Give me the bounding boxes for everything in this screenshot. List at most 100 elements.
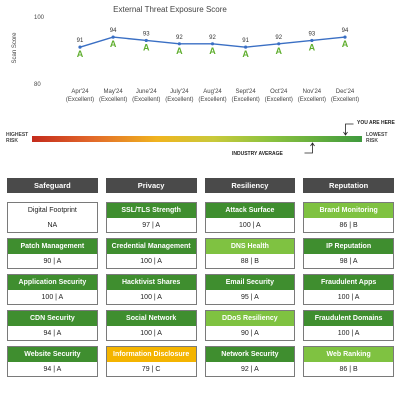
- industry-average-pointer-icon: [304, 142, 315, 154]
- risk-gradient-bar: [32, 136, 362, 142]
- y-tick-100: 100: [34, 15, 45, 21]
- x-tick-grade: (Excellent): [265, 97, 293, 103]
- highest-risk-word: RISK: [6, 138, 18, 144]
- metric-score: 100 | A: [304, 290, 393, 304]
- x-tick-label: Dec'24: [336, 89, 355, 95]
- y-tick-80: 80: [34, 82, 41, 88]
- metric-title: Application Security: [8, 275, 97, 290]
- category-grid: Safeguard Privacy Resiliency Reputation …: [7, 178, 394, 382]
- data-point: [78, 45, 82, 49]
- metric-card: Application Security 100 | A: [7, 274, 98, 305]
- grade-label: A: [176, 46, 183, 56]
- x-tick-grade: (Excellent): [165, 97, 193, 103]
- risk-gauge: YOU ARE HERE HIGHEST RISK LOWEST RISK IN…: [0, 116, 400, 160]
- x-tick-label: Nov'24: [303, 89, 322, 95]
- highest-risk-label: HIGHEST RISK: [6, 132, 28, 144]
- metric-row: Website Security 94 | A Information Disclo…: [7, 346, 394, 377]
- data-label: 91: [242, 38, 249, 44]
- x-tick-grade: (Excellent): [331, 97, 359, 103]
- metric-card: Fraudulent Domains 100 | A: [303, 310, 394, 341]
- data-label: 92: [209, 35, 216, 41]
- metric-card: Website Security 94 | A: [7, 346, 98, 377]
- metric-card: Digital Footprint NA: [7, 202, 98, 233]
- metric-score: 90 | A: [205, 326, 295, 340]
- metric-row: Application Security 100 | A Hacktivist Sh…: [7, 274, 394, 305]
- metric-score: 88 | B: [205, 254, 295, 268]
- data-point: [343, 35, 347, 39]
- header-row: Safeguard Privacy Resiliency Reputation: [7, 178, 394, 197]
- metric-card: DNS Health 88 | B: [204, 238, 296, 269]
- metric-card: Hacktivist Shares 100 | A: [105, 274, 197, 305]
- x-tick-label: June'24: [136, 89, 157, 95]
- grade-label: A: [209, 46, 216, 56]
- metric-card: Social Network 100 | A: [105, 310, 197, 341]
- metric-title: SSL/TLS Strength: [106, 203, 196, 218]
- data-label: 92: [176, 35, 183, 41]
- metric-title: Email Security: [205, 275, 295, 290]
- header-privacy: Privacy: [105, 178, 197, 193]
- data-label: 94: [342, 28, 349, 34]
- metric-title: CDN Security: [8, 311, 97, 326]
- x-tick-label: Sept'24: [236, 89, 257, 95]
- gauge-markers: [304, 123, 354, 154]
- metric-score: 100 | A: [106, 254, 196, 268]
- exposure-score-chart: External Threat Exposure Score Scan Scor…: [12, 5, 359, 103]
- metric-card: Email Security 95 | A: [204, 274, 296, 305]
- lowest-risk-label: LOWEST RISK: [366, 132, 387, 144]
- metric-score: 92 | A: [205, 362, 295, 376]
- lowest-label: LOWEST: [366, 132, 388, 138]
- metric-card: Fraudulent Apps 100 | A: [303, 274, 394, 305]
- metric-score: 97 | A: [106, 218, 196, 232]
- lowest-risk-word: RISK: [366, 138, 378, 144]
- grade-label: A: [342, 39, 349, 49]
- x-tick-label: Oct'24: [270, 89, 288, 95]
- data-point: [277, 42, 281, 46]
- metric-card: Brand Monitoring 86 | B: [303, 202, 394, 233]
- metric-title: Fraudulent Apps: [304, 275, 393, 290]
- data-label: 93: [143, 31, 150, 37]
- metric-card: DDoS Resiliency 90 | A: [204, 310, 296, 341]
- metric-score: 86 | B: [304, 362, 393, 376]
- metric-card: Web Ranking 86 | B: [303, 346, 394, 377]
- data-point: [144, 38, 148, 43]
- metric-card: CDN Security 94 | A: [7, 310, 98, 341]
- x-tick-grade: (Excellent): [231, 97, 259, 103]
- data-label: 91: [77, 38, 84, 44]
- metric-title: Brand Monitoring: [304, 203, 393, 218]
- metric-title: Digital Footprint: [8, 203, 97, 218]
- metric-title: IP Reputation: [304, 239, 393, 254]
- data-point: [244, 45, 248, 49]
- x-tick-label: May'24: [104, 89, 124, 95]
- metric-score: 100 | A: [205, 218, 295, 232]
- data-point: [210, 42, 215, 46]
- highest-label: HIGHEST: [6, 132, 29, 138]
- you-are-here-pointer-icon: [343, 123, 354, 136]
- data-point: [111, 35, 115, 39]
- metric-score: 94 | A: [8, 362, 97, 376]
- grade-label: A: [309, 42, 316, 52]
- metric-score: 100 | A: [304, 326, 393, 340]
- metric-title: Website Security: [8, 347, 97, 362]
- metric-row: Digital Footprint NA SSL/TLS Strength 97 | …: [7, 202, 394, 233]
- metric-score: 95 | A: [205, 290, 295, 304]
- grade-label: A: [143, 42, 150, 52]
- header-resiliency: Resiliency: [204, 178, 296, 193]
- metric-card: Credential Management 100 | A: [105, 238, 197, 269]
- metric-title: DNS Health: [205, 239, 295, 254]
- metric-title: Patch Management: [8, 239, 97, 254]
- metric-card: Patch Management 90 | A: [7, 238, 98, 269]
- x-tick-grade: (Excellent): [99, 97, 127, 103]
- grade-label: A: [110, 39, 117, 49]
- data-label: 92: [275, 35, 282, 41]
- x-tick-grade: (Excellent): [66, 97, 94, 103]
- header-safeguard: Safeguard: [7, 178, 98, 193]
- x-tick-label: Aug'24: [203, 89, 222, 95]
- metric-row: Patch Management 90 | A Credential Managem…: [7, 238, 394, 269]
- chart-title: External Threat Exposure Score: [113, 5, 227, 14]
- metric-title: DDoS Resiliency: [205, 311, 295, 326]
- x-tick-grade: (Excellent): [298, 97, 326, 103]
- metric-title: Network Security: [205, 347, 295, 362]
- data-point: [310, 38, 314, 43]
- metric-score: NA: [8, 218, 97, 232]
